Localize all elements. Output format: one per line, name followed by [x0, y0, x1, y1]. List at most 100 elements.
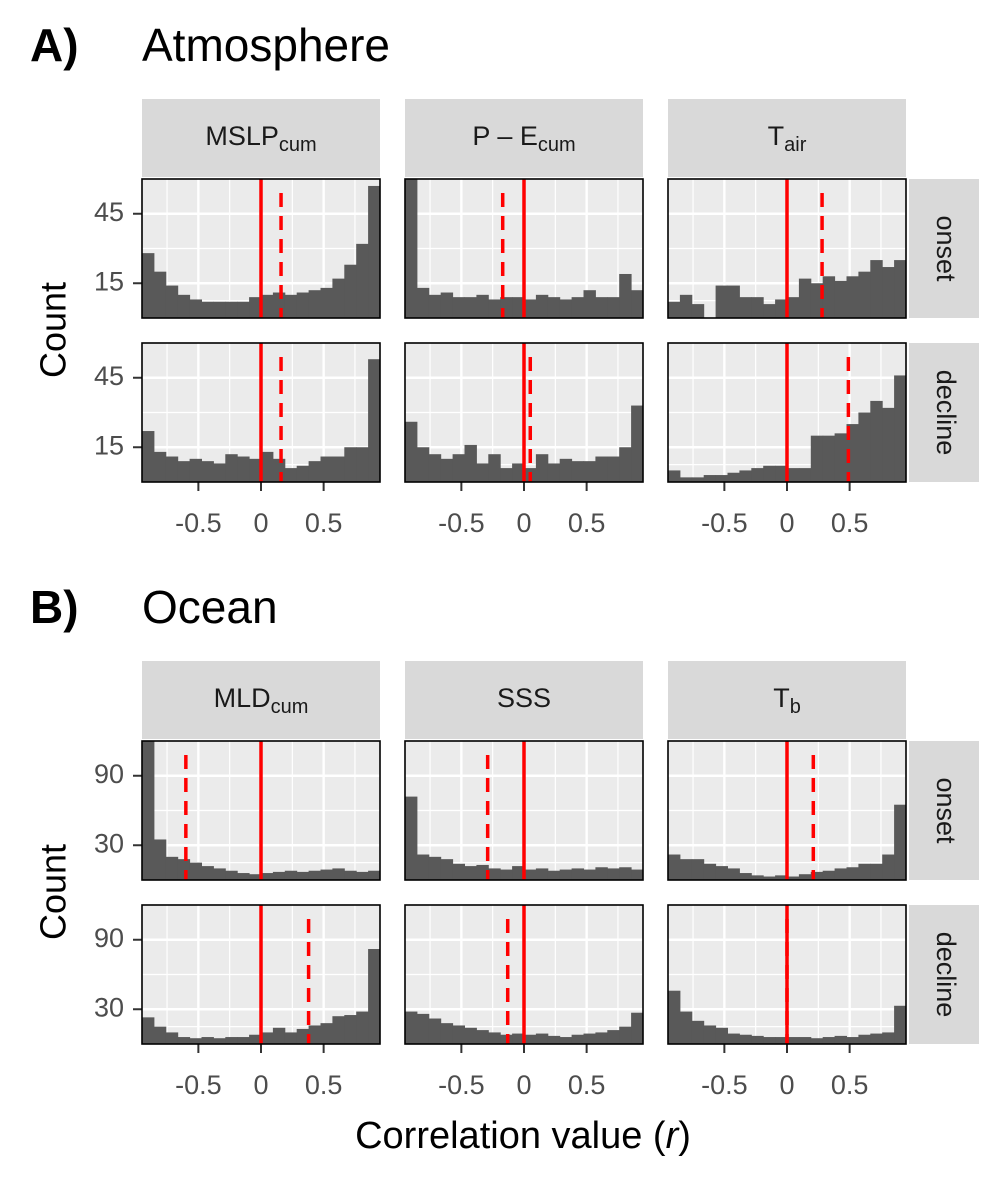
- panel-border: [404, 740, 644, 881]
- histogram-bar: [775, 1037, 788, 1044]
- histogram-bar: [261, 1032, 274, 1044]
- histogram-bar: [249, 458, 262, 482]
- x-tick-label: 0: [516, 508, 531, 538]
- row-strip-decline: [909, 905, 979, 1044]
- x-tick-label: -0.5: [701, 508, 748, 538]
- histogram-bar: [763, 304, 776, 318]
- panel-border: [667, 904, 907, 1045]
- histogram-bar: [858, 271, 871, 318]
- histogram-bar: [201, 866, 214, 880]
- column-strip: [405, 99, 643, 177]
- row-strip-label-decline: decline: [931, 932, 961, 1018]
- histogram-bar: [619, 867, 632, 880]
- x-tick-label: 0: [779, 508, 794, 538]
- histogram-bar: [452, 1025, 465, 1044]
- histogram-bar: [894, 804, 907, 880]
- panel-border: [667, 740, 907, 881]
- histogram-bar: [715, 866, 728, 880]
- histogram-bar: [751, 875, 764, 880]
- histogram-bar: [153, 1026, 167, 1044]
- x-tick-label: -0.5: [175, 508, 222, 538]
- histogram-bar: [189, 458, 202, 482]
- histogram-bar: [739, 470, 752, 482]
- histogram-bar: [440, 292, 454, 318]
- histogram-bar: [500, 468, 513, 482]
- histogram-bar: [225, 454, 238, 482]
- histogram-bar: [213, 1038, 226, 1044]
- histogram-bar: [308, 870, 321, 880]
- panel-border: [404, 178, 644, 319]
- histogram-bar: [619, 273, 632, 318]
- histogram-bar: [798, 1037, 812, 1044]
- x-tick-label: 0: [253, 508, 268, 538]
- panel-b-title: Ocean: [142, 581, 278, 633]
- column-strip: [142, 99, 380, 177]
- histogram-bar: [775, 299, 788, 318]
- column-strip-label: Tair: [768, 121, 807, 156]
- y-tick-label: 15: [94, 266, 124, 296]
- histogram-bar: [142, 431, 155, 482]
- histogram-bar: [727, 472, 740, 482]
- histogram-bar: [703, 1025, 717, 1044]
- histogram-bar: [476, 1030, 489, 1044]
- x-tick-label: 0: [779, 1070, 794, 1100]
- histogram-bar: [882, 854, 895, 880]
- histogram-bar: [261, 294, 274, 318]
- row-strip-onset: [909, 179, 979, 318]
- histogram-bar: [595, 297, 608, 318]
- histogram-bar: [344, 870, 357, 880]
- histogram-bar: [142, 1017, 155, 1044]
- histogram-bar: [631, 869, 644, 880]
- histogram-bar: [356, 871, 369, 880]
- histogram-bar: [272, 292, 286, 318]
- histogram-bar: [882, 407, 895, 482]
- histogram-bar: [272, 458, 286, 482]
- histogram-bar: [559, 869, 573, 880]
- histogram-bar: [619, 1026, 632, 1044]
- histogram-bar: [691, 304, 705, 318]
- histogram-bar: [452, 863, 465, 880]
- histogram-bar: [668, 470, 681, 482]
- histogram-bar: [296, 871, 310, 880]
- histogram-bar: [703, 863, 717, 880]
- histogram-bar: [320, 456, 333, 482]
- histogram-bar: [320, 287, 333, 318]
- histogram-bar: [225, 870, 238, 880]
- histogram-bar: [142, 253, 155, 318]
- histogram-bar: [787, 297, 800, 318]
- column-strip-label: P – Ecum: [472, 121, 575, 156]
- histogram-bar: [320, 869, 333, 880]
- histogram-bar: [547, 870, 561, 880]
- histogram-bar: [583, 1033, 596, 1044]
- histogram-bar: [858, 863, 871, 880]
- histogram-bar: [870, 863, 883, 880]
- column-strip: [405, 661, 643, 739]
- histogram-bar: [249, 874, 262, 880]
- histogram-bar: [763, 465, 776, 482]
- histogram-bar: [763, 876, 776, 880]
- histogram-bar: [440, 1023, 454, 1044]
- histogram-bar: [524, 299, 537, 318]
- histogram-bar: [822, 1037, 836, 1044]
- histogram-bar: [583, 290, 596, 318]
- x-tick-label: 0.5: [568, 508, 606, 538]
- histogram-bar: [858, 412, 871, 482]
- histogram-bar: [882, 267, 895, 318]
- histogram-bar: [428, 856, 442, 880]
- row-strip-label-onset: onset: [931, 215, 961, 282]
- y-tick-label: 45: [94, 361, 124, 391]
- histogram-bar: [416, 854, 430, 880]
- histogram-bar: [405, 421, 418, 482]
- histogram-bar: [810, 435, 824, 482]
- y-tick-label: 90: [94, 759, 124, 789]
- panel-a-title: Atmosphere: [142, 19, 391, 71]
- histogram-bar: [332, 1016, 345, 1044]
- panel-border: [667, 342, 907, 483]
- histogram-bar: [894, 1005, 907, 1044]
- histogram-bar: [284, 294, 298, 318]
- histogram-bar: [870, 400, 883, 482]
- histogram-bar: [142, 741, 155, 880]
- histogram-bar: [547, 297, 561, 318]
